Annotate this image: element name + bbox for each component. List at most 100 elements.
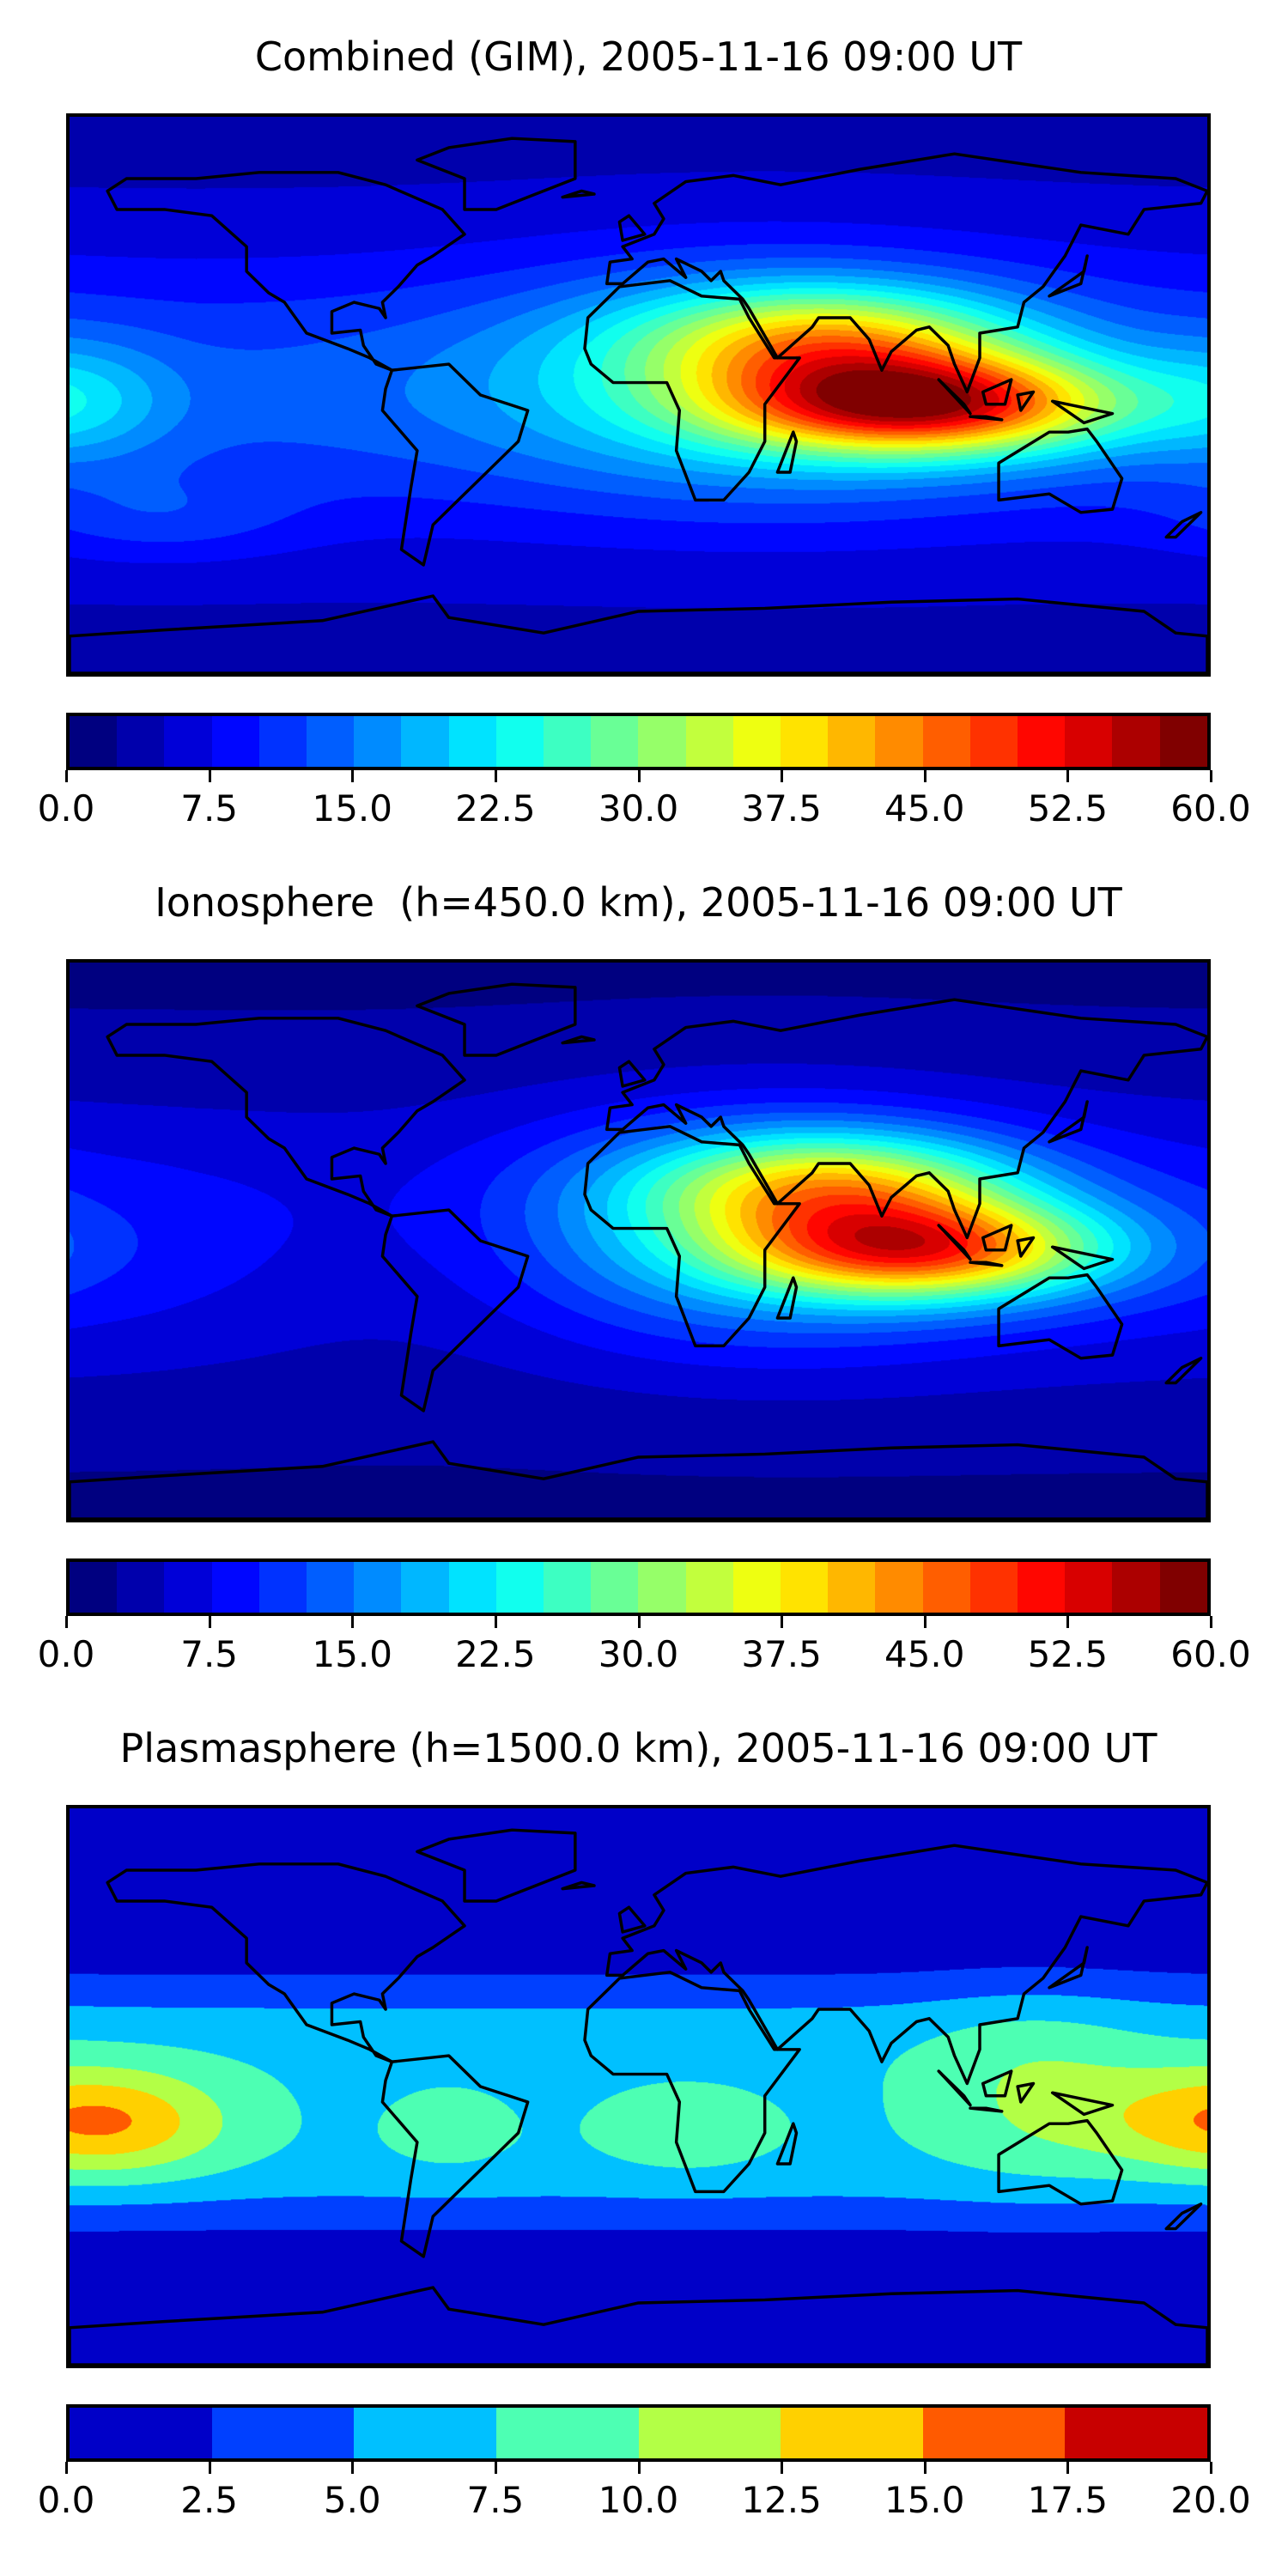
combined-gim-panel: Combined (GIM), 2005-11-16 09:00 UT 0.0 7… (0, 0, 1288, 846)
colorbar-level-7 (401, 1562, 449, 1613)
colorbar-tick-mark (494, 770, 497, 782)
colorbar-tick-label: 0.0 (37, 787, 95, 829)
colorbar-level-5 (307, 1562, 355, 1613)
colorbar-tick-mark (923, 1616, 927, 1628)
colorbar-tick-mark (637, 2462, 641, 2474)
colorbar-tick-label: 45.0 (884, 787, 965, 829)
colorbar-level-9 (495, 1562, 544, 1613)
colorbar-level-1 (117, 1562, 165, 1613)
coastline (1164, 2202, 1203, 2231)
colorbar-level-18 (922, 1562, 970, 1613)
colorbar-level-16 (828, 716, 876, 767)
coastline (1050, 2091, 1115, 2117)
colorbar-tick-mark (637, 1616, 641, 1628)
coastline (70, 1440, 1207, 1519)
colorbar-level-6 (922, 2408, 1066, 2458)
colorbar-level-8 (448, 1562, 496, 1613)
colorbar-tick-label: 12.5 (741, 2479, 822, 2521)
coastline (997, 427, 1124, 514)
coastline (605, 152, 1207, 394)
coastline (561, 1035, 596, 1045)
coastline (937, 378, 972, 416)
coastline (1050, 1245, 1115, 1271)
colorbar-tick-mark (1210, 1616, 1212, 1628)
coastline (106, 1862, 466, 2063)
coastline (416, 1828, 577, 1903)
colorbar-tick-label: 30.0 (598, 787, 679, 829)
coastlines (70, 1828, 1207, 2365)
colorbar-level-0 (70, 716, 118, 767)
colorbar-tick-label: 37.5 (741, 787, 822, 829)
colorbar-level-17 (875, 1562, 923, 1613)
colorbar-level-21 (1065, 1562, 1113, 1613)
colorbar-tick-mark (781, 770, 784, 782)
colorbar-level-19 (969, 716, 1018, 767)
coastline (605, 998, 1207, 1240)
colorbar-level-5 (307, 716, 355, 767)
colorbar-tick-label: 20.0 (1170, 2479, 1251, 2521)
colorbar-tick-label: 30.0 (598, 1633, 679, 1675)
coastline (561, 189, 596, 199)
coastlines (70, 982, 1207, 1519)
colorbar-level-3 (495, 2408, 639, 2458)
colorbar-ticks: 0.0 7.5 15.0 22.5 30.0 37.5 45.0 52.5 60.0 (38, 770, 1251, 839)
colorbar-level-2 (164, 1562, 212, 1613)
colorbar-level-23 (1159, 1562, 1207, 1613)
tec-map-combined (66, 113, 1211, 677)
colorbar-tick-mark (923, 2462, 927, 2474)
coastline (380, 362, 530, 567)
colorbar-level-1 (211, 2408, 355, 2458)
colorbar-tick-mark (208, 770, 211, 782)
panel-title: Plasmasphere (h=1500.0 km), 2005-11-16 0… (119, 1725, 1157, 1771)
colorbar-tick-mark (494, 1616, 497, 1628)
tec-map-plasmasphere (66, 1805, 1211, 2368)
colorbar-level-21 (1065, 716, 1113, 767)
colorbar (66, 713, 1211, 770)
colorbar-tick-mark (781, 1616, 784, 1628)
colorbar-level-23 (1159, 716, 1207, 767)
tec-map-ionosphere (66, 959, 1211, 1522)
coastline (561, 1880, 596, 1891)
colorbar-level-12 (638, 716, 686, 767)
colorbar-level-13 (685, 1562, 733, 1613)
coastline (416, 982, 577, 1057)
colorbar-tick-label: 52.5 (1027, 1633, 1109, 1675)
coastline (70, 594, 1207, 673)
coastline (106, 1017, 466, 1218)
colorbar-level-4 (258, 716, 307, 767)
coastline (617, 214, 647, 242)
coastline (583, 1125, 801, 1348)
colorbar-tick-mark (1210, 770, 1212, 782)
colorbar-level-18 (922, 716, 970, 767)
colorbar-level-4 (258, 1562, 307, 1613)
coastline (775, 430, 799, 474)
colorbar-tick-label: 7.5 (180, 1633, 239, 1675)
coastline (416, 137, 577, 211)
coastline (617, 1905, 647, 1934)
colorbar-tick-label: 7.5 (180, 787, 239, 829)
colorbar-level-14 (732, 1562, 781, 1613)
coastline (1016, 1236, 1036, 1258)
colorbar-level-15 (781, 716, 829, 767)
coastline (1016, 390, 1036, 412)
coastlines (70, 137, 1207, 673)
colorbar-tick-mark (351, 770, 355, 782)
colorbar-tick-mark (351, 1616, 355, 1628)
colorbar-level-10 (544, 1562, 592, 1613)
coastline (969, 2106, 1004, 2113)
colorbar-ticks: 0.0 7.5 15.0 22.5 30.0 37.5 45.0 52.5 60.0 (38, 1616, 1251, 1685)
colorbar-tick-label: 2.5 (180, 2479, 239, 2521)
colorbar-level-7 (401, 716, 449, 767)
ionosphere-panel: Ionosphere (h=450.0 km), 2005-11-16 09:0… (0, 846, 1288, 1692)
colorbar-level-12 (638, 1562, 686, 1613)
colorbar-tick-label: 0.0 (37, 2479, 95, 2521)
colorbar (66, 2404, 1211, 2462)
colorbar-level-22 (1112, 716, 1160, 767)
colorbar-level-11 (591, 716, 639, 767)
colorbar-tick-label: 15.0 (312, 787, 393, 829)
colorbar-tick-mark (65, 1616, 68, 1628)
colorbar-tick-label: 52.5 (1027, 787, 1109, 829)
colorbar-level-0 (70, 1562, 118, 1613)
coastline (106, 171, 466, 372)
colorbar-level-6 (354, 1562, 402, 1613)
